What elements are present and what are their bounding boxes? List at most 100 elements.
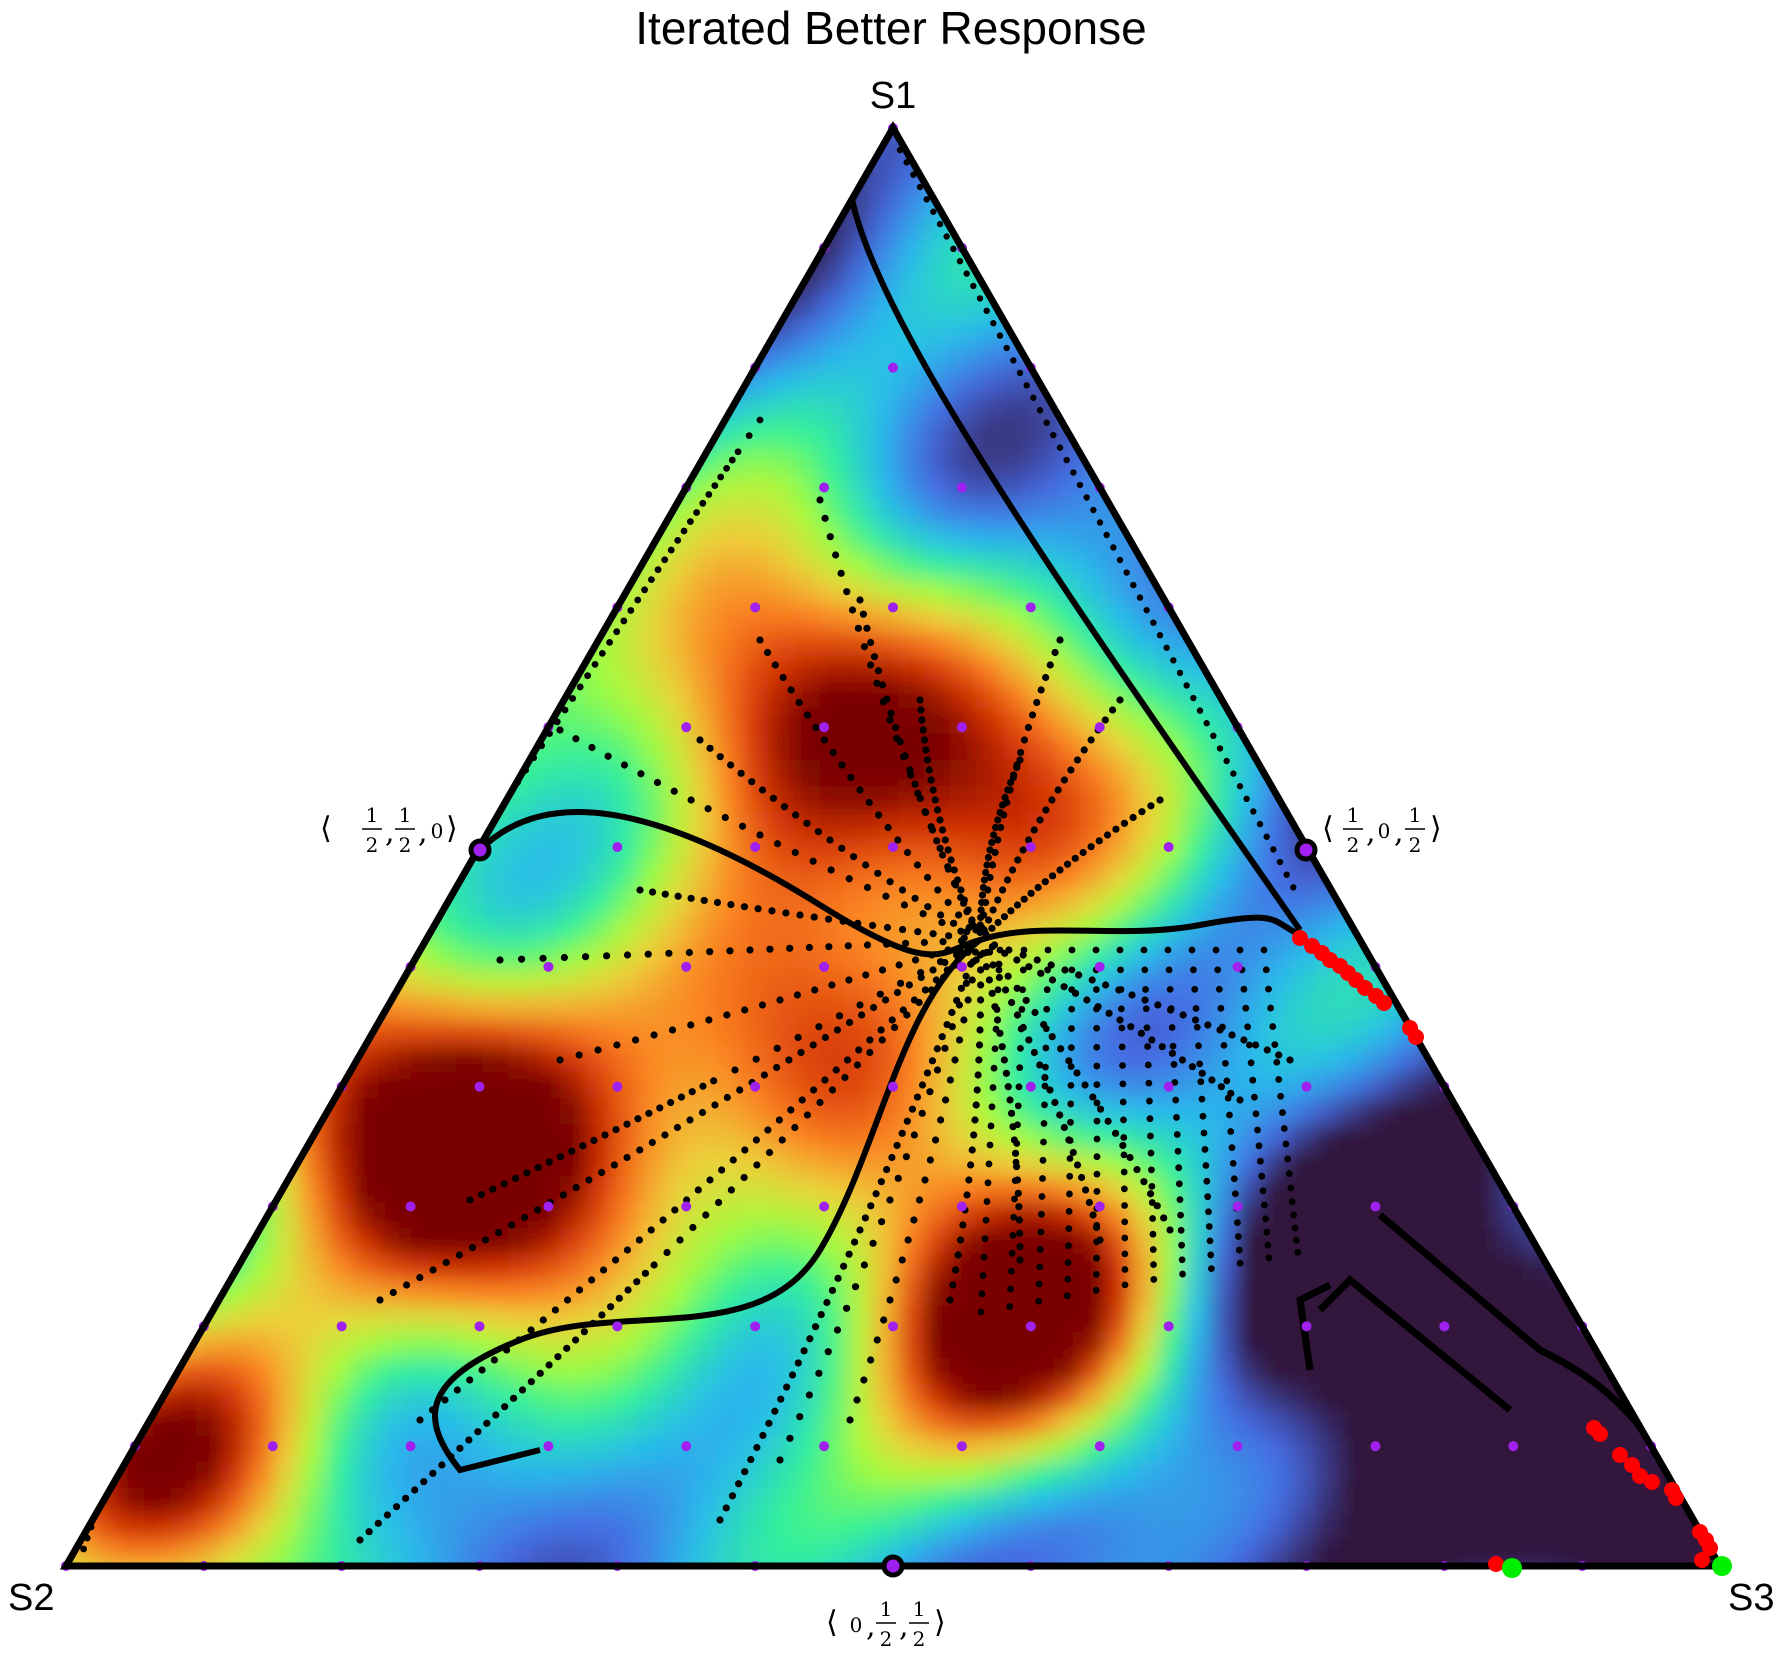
heatmap-cell: [1366, 136, 1393, 163]
heatmap-cell: [1340, 422, 1367, 449]
heatmap-cell: [1444, 552, 1471, 579]
trajectory-dot: [623, 951, 632, 959]
heatmap-cell: [1704, 370, 1720, 397]
heatmap-cell: [898, 370, 925, 397]
trajectory-dot: [922, 746, 930, 754]
trajectory-dot: [911, 894, 919, 902]
heatmap-cell: [1054, 1020, 1081, 1047]
heatmap-cell: [1574, 656, 1601, 683]
heatmap-cell: [1626, 604, 1653, 631]
heatmap-cell: [1626, 266, 1653, 293]
heatmap-cell: [1418, 942, 1445, 969]
heatmap-cell: [430, 1046, 457, 1073]
heatmap-cell: [820, 162, 847, 189]
heatmap-cell: [794, 1462, 821, 1489]
heatmap-cell: [560, 1592, 587, 1619]
heatmap-cell: [430, 1540, 457, 1566]
heatmap-cell: [1054, 214, 1081, 241]
trajectory-dot: [845, 1250, 853, 1258]
heatmap-cell: [118, 128, 145, 137]
heatmap-cell: [560, 1566, 587, 1593]
heatmap-cell: [1704, 240, 1720, 267]
heatmap-cell: [326, 448, 353, 475]
heatmap-cell: [1652, 344, 1679, 371]
trajectory-dot: [904, 1236, 912, 1244]
heatmap-cell: [534, 1592, 561, 1619]
trajectory-dot: [1070, 469, 1077, 476]
trajectory-dot: [309, 1095, 317, 1103]
heatmap-cell: [1158, 128, 1185, 137]
trajectory-dot: [201, 1270, 209, 1278]
trajectory-dot: [993, 1016, 1002, 1024]
trajectory-dot: [960, 896, 969, 904]
heatmap-cell: [1704, 162, 1720, 189]
heatmap-cell: [690, 708, 717, 735]
trajectory-dot: [892, 1276, 900, 1284]
heatmap-cell: [456, 1514, 483, 1541]
heatmap-cell: [1600, 1098, 1627, 1125]
trajectory-dot: [945, 932, 953, 940]
heatmap-cell: [456, 1332, 483, 1359]
heatmap-cell: [1548, 318, 1575, 345]
heatmap-cell: [1652, 1254, 1679, 1281]
heatmap-cell: [846, 890, 873, 917]
trajectory-dot: [737, 769, 745, 777]
heatmap-cell: [1444, 318, 1471, 345]
heatmap-cell: [1314, 188, 1341, 215]
trajectory-dot: [776, 1456, 784, 1464]
heatmap-cell: [1184, 1462, 1211, 1489]
heatmap-cell: [1262, 1384, 1289, 1411]
trajectory-dot: [1256, 820, 1264, 828]
trajectory-dot: [1168, 1049, 1177, 1057]
heatmap-cell: [1548, 864, 1575, 891]
trajectory-dot: [1044, 966, 1051, 974]
heatmap-cell: [846, 344, 873, 371]
heatmap-cell: [456, 942, 483, 969]
heatmap-cell: [1418, 786, 1445, 813]
heatmap-cell: [1626, 318, 1653, 345]
heatmap-cell: [1392, 864, 1419, 891]
heatmap-cell: [742, 968, 769, 995]
heatmap-cell: [1262, 266, 1289, 293]
heatmap-cell: [352, 128, 379, 137]
heatmap-cell: [1314, 1072, 1341, 1099]
trajectory-dot: [587, 1276, 596, 1284]
heatmap-cell: [924, 552, 951, 579]
heatmap-cell: [1678, 188, 1705, 215]
heatmap-cell: [1340, 474, 1367, 501]
heatmap-cell: [1236, 1046, 1263, 1073]
heatmap-cell: [378, 128, 405, 137]
trajectory-dot: [1227, 1128, 1235, 1135]
heatmap-cell: [1730, 1098, 1757, 1125]
heatmap-cell: [1704, 1280, 1720, 1307]
heatmap-cell: [898, 682, 925, 709]
heatmap-cell: [1262, 604, 1289, 631]
trajectory-dot: [650, 1031, 658, 1039]
heatmap-cell: [1496, 214, 1523, 241]
trajectory-dot: [429, 1469, 437, 1477]
heatmap-cell: [66, 838, 93, 865]
trajectory-dot: [1116, 696, 1124, 704]
heatmap-cell: [1262, 1306, 1289, 1333]
heatmap-cell: [586, 526, 613, 553]
heatmap-cell: [352, 1228, 379, 1255]
heatmap-cell: [352, 1462, 379, 1489]
trajectory-dot: [1191, 985, 1199, 993]
heatmap-cell: [1704, 318, 1720, 345]
heatmap-cell: [612, 1332, 639, 1359]
trajectory-dot: [116, 1446, 124, 1454]
heatmap-cell: [326, 240, 353, 267]
trajectory-dot: [1011, 1177, 1019, 1185]
heatmap-cell: [586, 760, 613, 787]
heatmap-cell: [1470, 162, 1497, 189]
heatmap-cell: [1652, 916, 1679, 943]
heatmap-cell: [144, 1098, 171, 1125]
heatmap-cell: [326, 864, 353, 891]
heatmap-cell: [482, 292, 509, 319]
heatmap-cell: [1132, 266, 1159, 293]
heatmap-cell: [118, 448, 145, 475]
heatmap-cell: [1054, 1592, 1081, 1619]
trajectory-dot: [987, 1122, 995, 1130]
trajectory-dot: [853, 1061, 862, 1069]
heatmap-cell: [534, 968, 561, 995]
